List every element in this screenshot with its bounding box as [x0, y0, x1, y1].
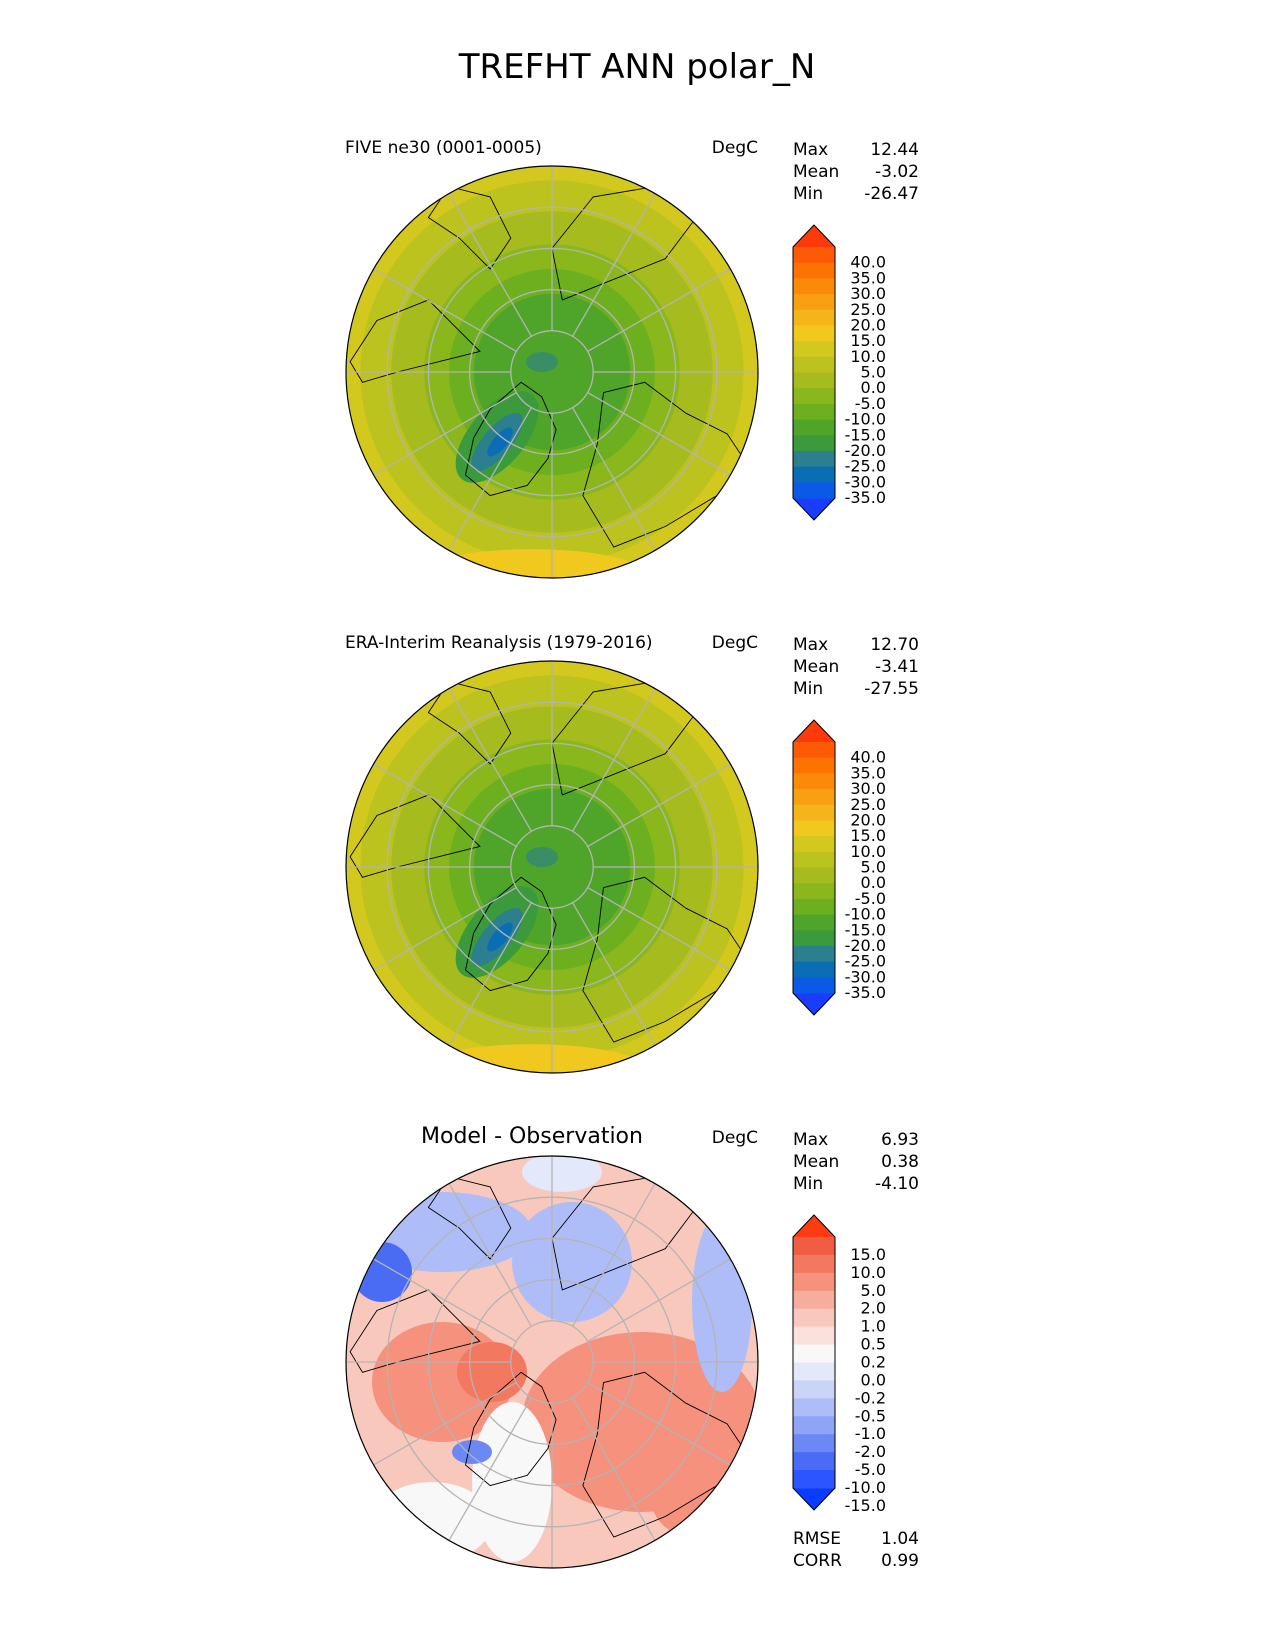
metric-label-corr: CORR — [793, 1551, 842, 1571]
colorbar-tick-label: 0.0 — [861, 378, 886, 397]
colorbar-tick-label: 15.0 — [850, 331, 886, 350]
panel-obs: ERA-Interim Reanalysis (1979-2016) DegC Ma… — [345, 633, 919, 1074]
stat-label-min: Min — [793, 679, 823, 699]
colorbar-tick-label: 10.0 — [850, 1263, 886, 1282]
colorbar-tick-label: 10.0 — [850, 842, 886, 861]
stat-label-max: Max — [793, 1130, 828, 1150]
colorbar-tick-label: 15.0 — [850, 1245, 886, 1264]
stat-value-max: 6.93 — [881, 1130, 919, 1150]
stat-value-mean: 0.38 — [881, 1152, 919, 1172]
colorbar-tick-label: 5.0 — [861, 858, 886, 877]
stat-label-max: Max — [793, 635, 828, 655]
colorbar-tick-label: -15.0 — [845, 425, 886, 444]
colorbar-tick-label: -5.0 — [855, 889, 886, 908]
graticule — [346, 166, 758, 578]
colorbar-tick-label: 20.0 — [850, 315, 886, 334]
colorbar-tick-label: -15.0 — [845, 1496, 886, 1515]
panel-title: FIVE ne30 (0001-0005) — [345, 138, 542, 158]
colorbar-tick-label: -15.0 — [845, 920, 886, 939]
colorbar-tick-label: -1.0 — [855, 1424, 886, 1443]
map-border — [345, 660, 759, 1074]
units-label: DegC — [712, 138, 758, 158]
colorbar-tick-label: -35.0 — [845, 983, 886, 1002]
units-label: DegC — [712, 633, 758, 653]
metric-value-rmse: 1.04 — [881, 1529, 919, 1549]
colorbar-tick-label: 5.0 — [861, 363, 886, 382]
metric-value-corr: 0.99 — [881, 1551, 919, 1571]
colorbar-tick-label: -30.0 — [845, 967, 886, 986]
map-border — [345, 1155, 759, 1569]
metric-label-rmse: RMSE — [793, 1529, 841, 1549]
graticule — [346, 1156, 758, 1568]
stat-value-max: 12.44 — [870, 140, 919, 160]
colorbar-tick-label: -20.0 — [845, 441, 886, 460]
polar-map — [346, 1156, 758, 1568]
stat-value-min: -27.55 — [864, 679, 919, 699]
stat-value-mean: -3.02 — [875, 162, 919, 182]
stat-value-min: -4.10 — [875, 1174, 919, 1194]
stat-value-mean: -3.41 — [875, 657, 919, 677]
colorbar-tick-label: 30.0 — [850, 284, 886, 303]
colorbar-tick-label: -20.0 — [845, 936, 886, 955]
colorbar-tick-label: -2.0 — [855, 1442, 886, 1461]
colorbar-tick-label: 40.0 — [850, 748, 886, 767]
colorbar: 40.035.030.025.020.015.010.05.00.0-5.0-1… — [792, 719, 886, 1016]
colorbar-tick-label: 0.0 — [861, 1370, 886, 1389]
stat-label-min: Min — [793, 1174, 823, 1194]
colorbar-tick-label: 2.0 — [861, 1299, 886, 1318]
colorbar-tick-label: 30.0 — [850, 779, 886, 798]
colorbar-tick-label: 0.0 — [861, 873, 886, 892]
panel-diff: Model - Observation DegC Max 6.93 Mean 0.38 Mi… — [345, 1124, 919, 1571]
figure-title: TREFHT ANN polar_N — [458, 47, 816, 87]
colorbar-tick-label: -0.2 — [855, 1388, 886, 1407]
polar-map — [346, 661, 758, 1073]
colorbar-tick-label: -5.0 — [855, 394, 886, 413]
stat-label-mean: Mean — [793, 657, 839, 677]
colorbar: 40.035.030.025.020.015.010.05.00.0-5.0-1… — [792, 224, 886, 521]
colorbar-tick-label: -30.0 — [845, 472, 886, 491]
panel-title: ERA-Interim Reanalysis (1979-2016) — [345, 633, 653, 653]
colorbar: 15.010.05.02.01.00.50.20.0-0.2-0.5-1.0-2… — [792, 1214, 886, 1515]
colorbar-tick-label: 15.0 — [850, 826, 886, 845]
stat-label-min: Min — [793, 184, 823, 204]
colorbar-tick-label: 0.2 — [861, 1353, 886, 1372]
panel-title: Model - Observation — [421, 1124, 643, 1149]
stat-label-max: Max — [793, 140, 828, 160]
units-label: DegC — [712, 1128, 758, 1148]
colorbar-tick-label: 25.0 — [850, 795, 886, 814]
colorbar-tick-label: 25.0 — [850, 300, 886, 319]
colorbar-tick-label: -10.0 — [845, 905, 886, 924]
stat-value-max: 12.70 — [870, 635, 919, 655]
colorbar-tick-label: -35.0 — [845, 488, 886, 507]
stat-label-mean: Mean — [793, 1152, 839, 1172]
colorbar-tick-label: 0.5 — [861, 1335, 886, 1354]
colorbar-tick-label: 10.0 — [850, 347, 886, 366]
panel-model: FIVE ne30 (0001-0005) DegC Max 12.44 Mean -3.… — [345, 138, 919, 579]
colorbar-tick-label: -10.0 — [845, 410, 886, 429]
colorbar-tick-label: 1.0 — [861, 1317, 886, 1336]
colorbar-tick-label: -0.5 — [855, 1406, 886, 1425]
colorbar-tick-label: -25.0 — [845, 952, 886, 971]
polar-map — [346, 166, 758, 578]
colorbar-tick-label: 35.0 — [850, 763, 886, 782]
colorbar-tick-label: -10.0 — [845, 1478, 886, 1497]
colorbar-tick-label: -25.0 — [845, 457, 886, 476]
graticule — [346, 661, 758, 1073]
colorbar-tick-label: -5.0 — [855, 1460, 886, 1479]
colorbar-tick-label: 5.0 — [861, 1281, 886, 1300]
colorbar-tick-label: 35.0 — [850, 268, 886, 287]
colorbar-tick-label: 40.0 — [850, 253, 886, 272]
map-border — [345, 165, 759, 579]
stat-label-mean: Mean — [793, 162, 839, 182]
colorbar-tick-label: 20.0 — [850, 810, 886, 829]
stat-value-min: -26.47 — [864, 184, 919, 204]
